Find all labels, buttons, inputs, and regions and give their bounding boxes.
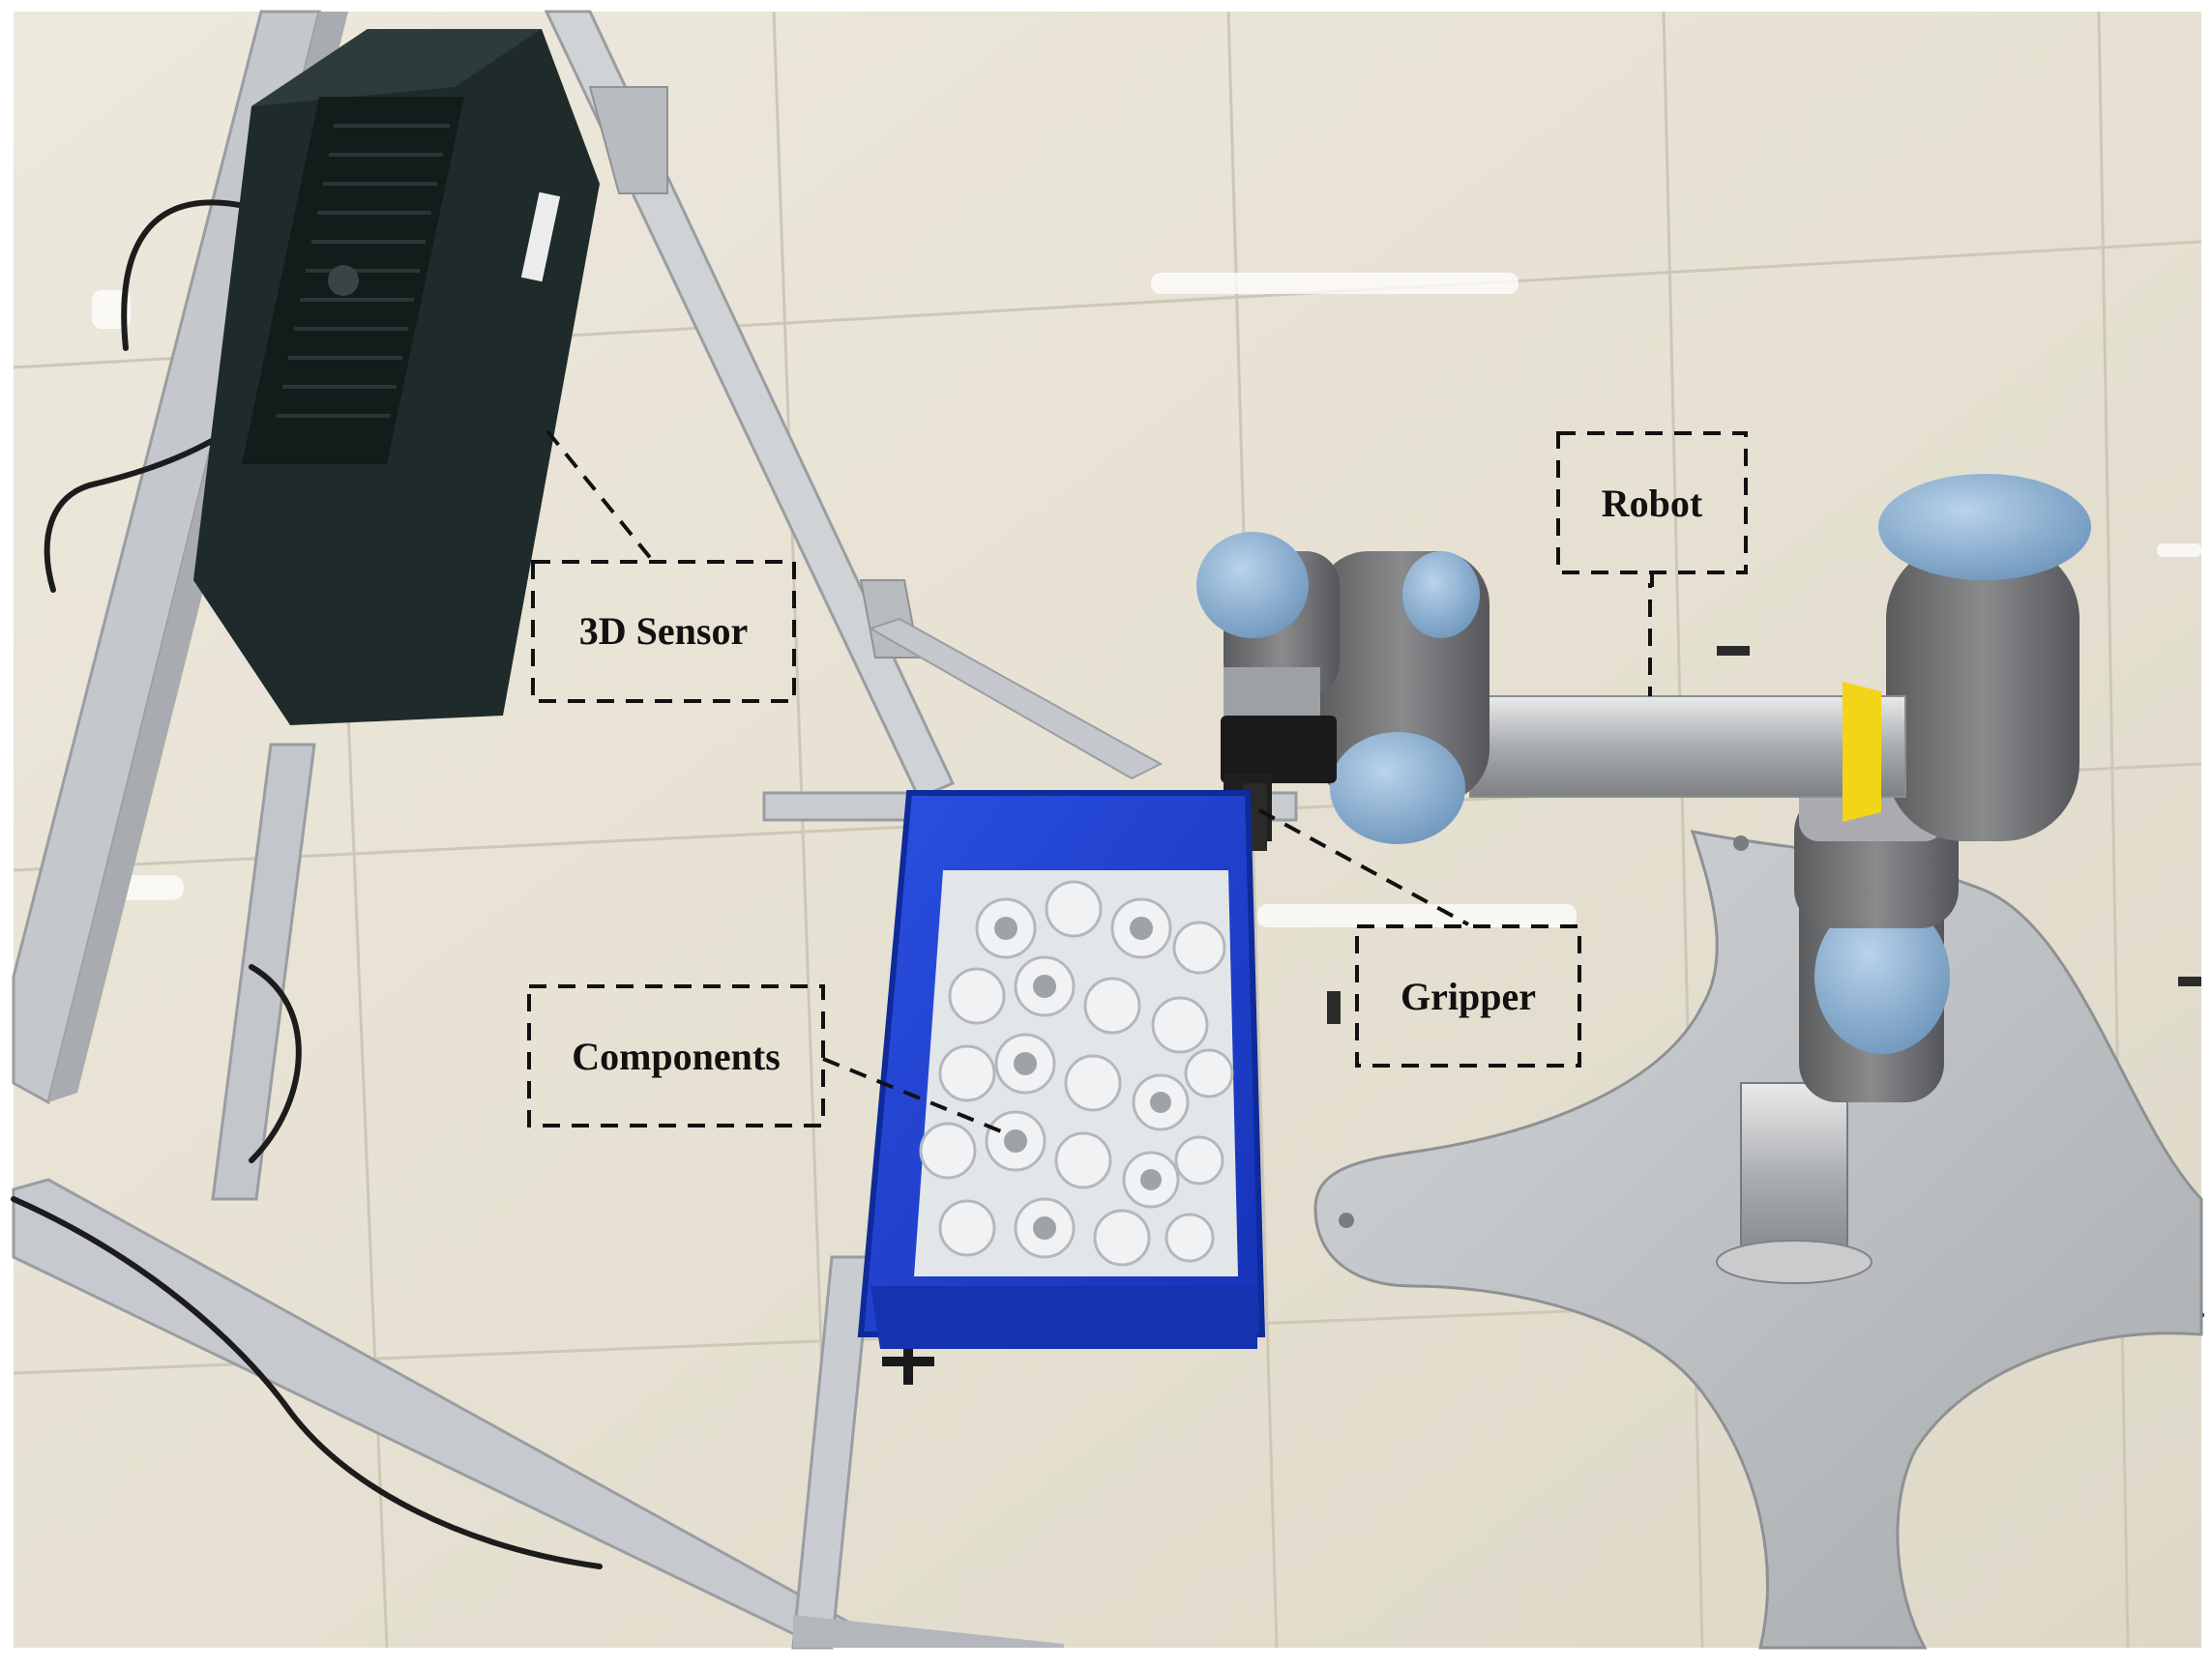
callout-sensor: 3D Sensor <box>531 429 796 703</box>
components-bin <box>857 790 1266 1349</box>
sensor-label: 3D Sensor <box>579 609 748 653</box>
callout-gripper: Gripper <box>1258 808 1581 1068</box>
callout-components: Components <box>527 984 1002 1133</box>
3d-sensor <box>193 29 600 725</box>
components-label: Components <box>572 1035 781 1078</box>
robot-arm <box>1196 474 2091 1284</box>
robot-label: Robot <box>1602 482 1703 525</box>
gripper-label: Gripper <box>1401 975 1536 1018</box>
callout-robot: Robot <box>1556 431 1748 696</box>
